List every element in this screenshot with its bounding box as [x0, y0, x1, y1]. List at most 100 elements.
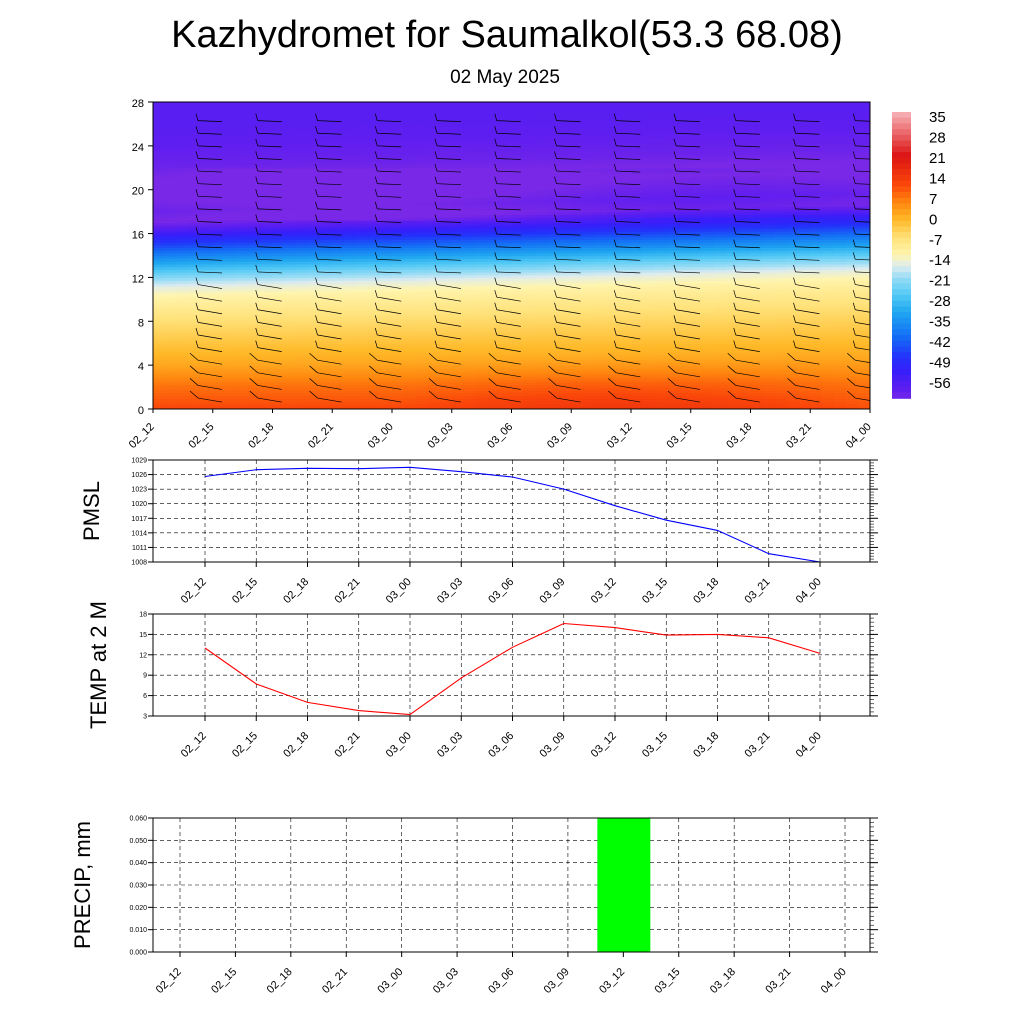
temperature-cell — [248, 239, 262, 243]
temperature-cell — [559, 387, 573, 391]
temperature-cell — [153, 156, 166, 161]
temperature-cell — [463, 189, 477, 194]
temperature-cell — [643, 165, 656, 169]
temperature-cell — [403, 398, 417, 402]
temperature-cell — [236, 340, 250, 344]
temperature-cell — [164, 244, 178, 248]
temperature-cell — [308, 263, 322, 268]
temperature-cell — [654, 263, 668, 268]
temperature-cell — [368, 367, 381, 372]
temperature-cell — [499, 288, 513, 292]
temperature-cell — [463, 329, 477, 333]
temperature-cell — [403, 332, 417, 336]
temperature-cell — [607, 255, 620, 259]
temperature-cell — [415, 370, 429, 375]
temperature-cell — [188, 250, 202, 254]
temperature-cell — [463, 250, 477, 254]
temperature-cell — [678, 271, 692, 276]
temperature-cell — [499, 143, 513, 147]
temperature-cell — [344, 326, 357, 331]
temperature-cell — [392, 247, 405, 251]
temperature-cell — [284, 378, 298, 383]
temperature-cell — [380, 200, 393, 205]
temperature-cell — [595, 313, 608, 317]
temperature-cell — [511, 214, 525, 218]
temperature-cell — [535, 351, 549, 355]
temperature-cell — [176, 239, 190, 243]
temperature-cell — [188, 378, 202, 383]
temperature-cell — [439, 113, 453, 117]
temperature-cell — [451, 206, 465, 210]
temperature-cell — [535, 255, 549, 259]
temperature-cell — [547, 118, 561, 122]
temperature-cell — [224, 315, 238, 320]
temperature-cell — [380, 356, 393, 361]
temperature-cell — [392, 143, 405, 147]
temperature-cell — [403, 228, 417, 232]
temperature-cell — [224, 288, 238, 292]
temperature-cell — [666, 288, 680, 292]
temperature-cell — [153, 167, 166, 172]
temperature-cell — [631, 214, 644, 218]
temperature-cell — [296, 222, 310, 227]
temperature-cell — [272, 348, 286, 353]
temperature-cell — [678, 285, 692, 290]
temperature-cell — [392, 252, 405, 257]
temperature-cell — [236, 181, 250, 185]
temperature-cell — [344, 291, 357, 295]
temperature-cell — [427, 104, 441, 109]
temperature-cell — [284, 307, 298, 312]
temperature-cell — [571, 217, 585, 221]
temperature-cell — [547, 302, 561, 306]
temperature-cell — [595, 132, 608, 136]
temperature-cell — [284, 356, 298, 361]
temperature-cell — [427, 255, 441, 259]
temperature-cell — [499, 228, 513, 232]
temperature-cell — [368, 277, 381, 281]
temperature-cell — [403, 359, 417, 364]
temperature-cell — [451, 400, 465, 405]
temperature-cell — [475, 123, 489, 128]
temperature-cell — [296, 225, 310, 229]
temperature-cell — [403, 367, 417, 372]
temperature-cell — [547, 228, 561, 232]
temperature-cell — [535, 230, 549, 235]
temperature-cell — [583, 299, 596, 303]
temperature-cell — [595, 293, 608, 298]
temperature-cell — [427, 332, 441, 336]
temperature-cell — [654, 302, 668, 306]
temperature-cell — [499, 230, 513, 235]
temperature-cell — [380, 134, 393, 139]
temperature-cell — [631, 107, 644, 111]
temperature-cell — [559, 343, 573, 347]
temperature-cell — [236, 167, 250, 172]
temperature-cell — [308, 315, 322, 320]
temperature-cell — [356, 318, 369, 322]
temperature-cell — [619, 291, 632, 295]
temperature-cell — [344, 365, 357, 369]
temperature-cell — [607, 271, 620, 276]
temperature-cell — [320, 307, 334, 312]
temperature-cell — [619, 356, 632, 361]
temperature-cell — [439, 165, 453, 169]
temperature-cell — [296, 315, 310, 320]
temperature-cell — [308, 332, 322, 336]
temperature-cell — [619, 293, 632, 298]
temperature-cell — [595, 307, 608, 312]
temperature-cell — [200, 354, 214, 358]
temperature-cell — [666, 241, 680, 246]
temperature-cell — [643, 387, 656, 391]
temperature-cell — [344, 261, 357, 265]
temperature-cell — [475, 296, 489, 301]
temperature-cell — [320, 206, 334, 210]
temperature-cell — [153, 187, 166, 191]
temperature-cell — [212, 192, 226, 196]
temperature-cell — [463, 387, 477, 391]
temperature-cell — [248, 252, 262, 257]
temperature-cell — [451, 296, 465, 301]
temperature-cell — [511, 291, 525, 295]
temperature-cell — [308, 159, 322, 164]
temperature-cell — [332, 403, 346, 407]
temperature-cell — [499, 192, 513, 196]
